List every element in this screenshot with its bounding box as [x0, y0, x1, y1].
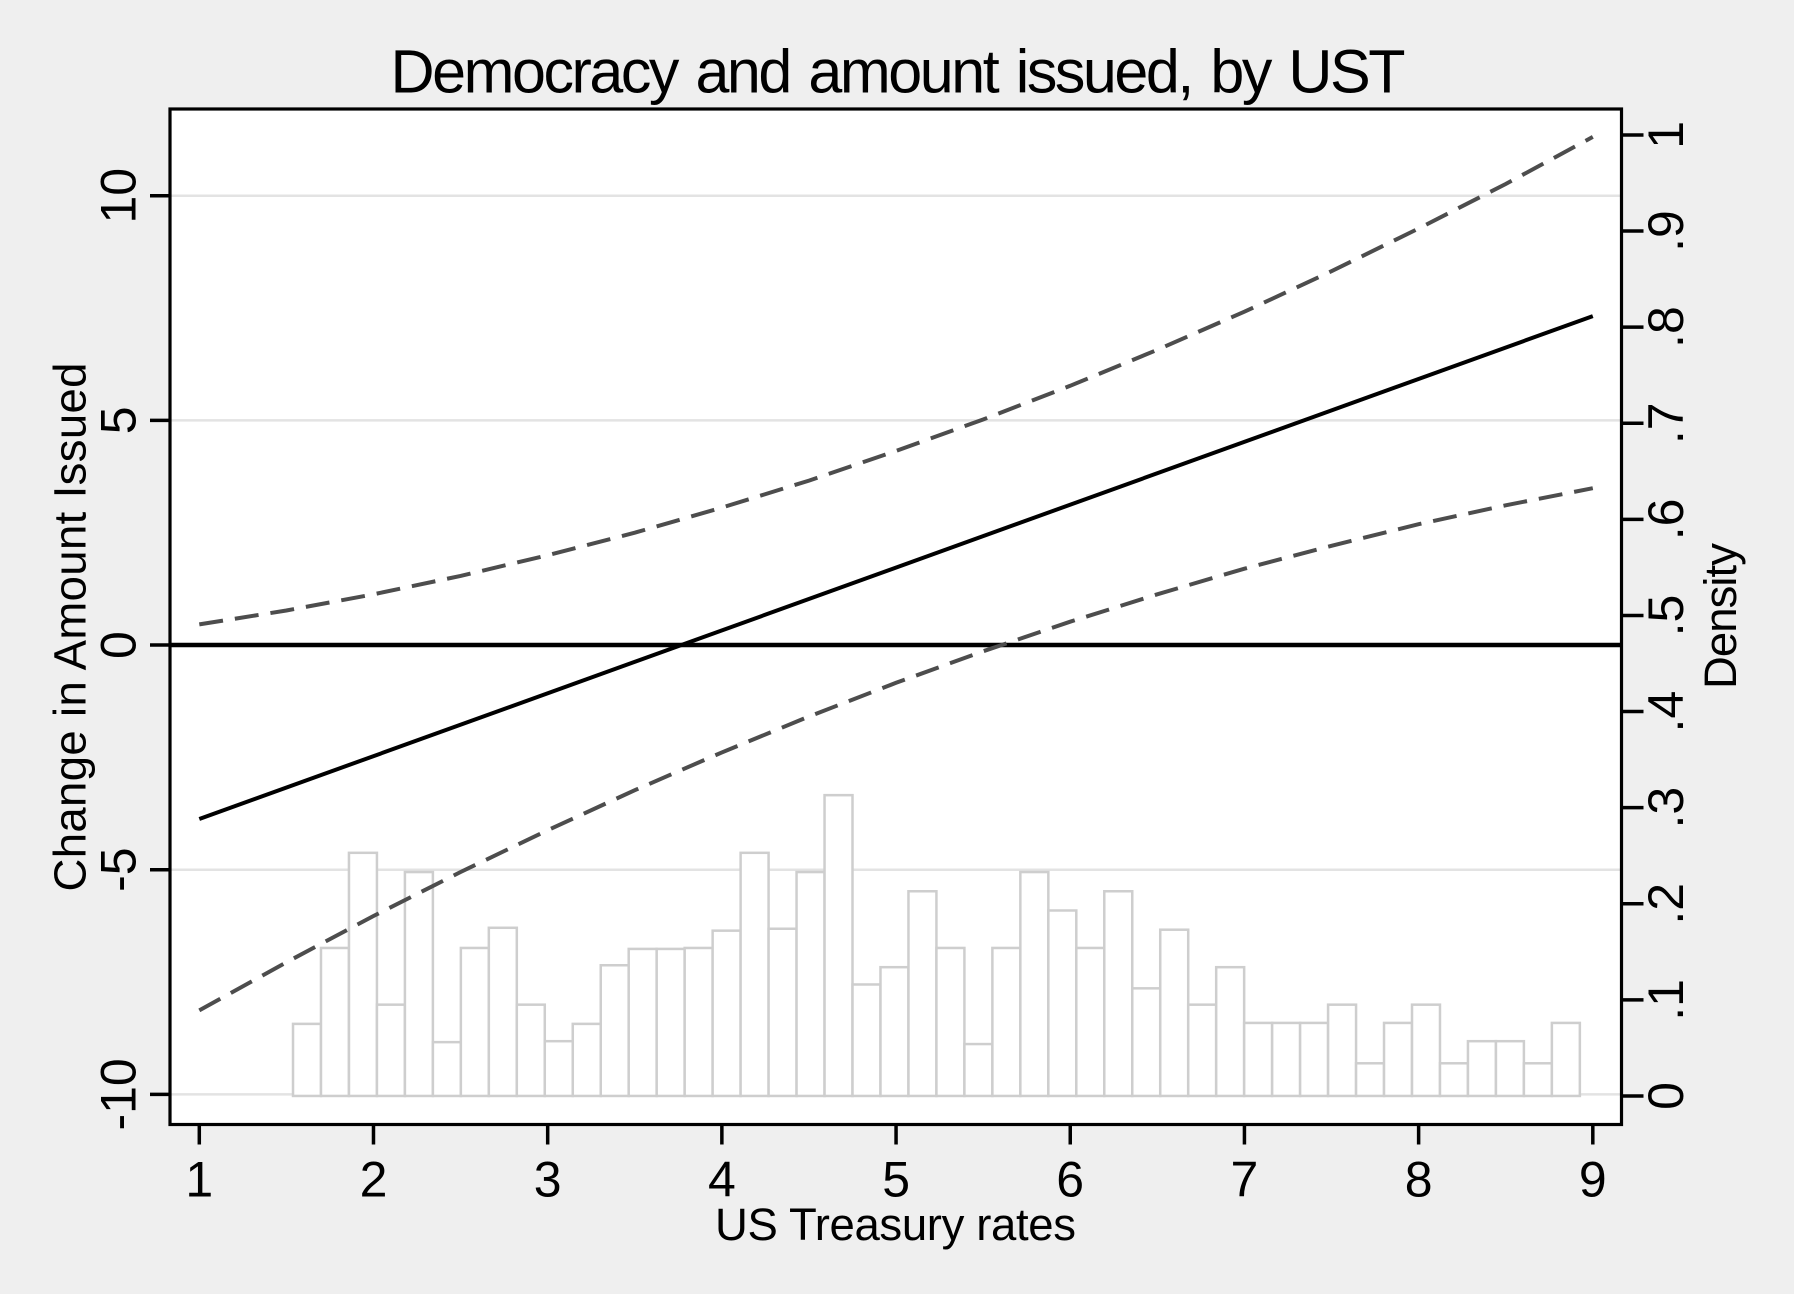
histogram-bar: [1298, 1021, 1330, 1098]
histogram-bar: [851, 983, 882, 1098]
histogram-bar: [599, 964, 630, 1098]
histogram-bar: [1354, 1062, 1386, 1098]
x-tick-label: 4: [708, 1152, 736, 1208]
marginal-effect-line: [198, 314, 1594, 821]
histogram-bar: [1186, 1003, 1218, 1098]
x-tick-label: 9: [1579, 1152, 1607, 1208]
histogram-bar: [1075, 946, 1106, 1098]
histogram-bar: [431, 1040, 463, 1098]
x-tick-label: 8: [1405, 1152, 1433, 1208]
histogram-bar: [1410, 1003, 1442, 1098]
y-right-tick-label: .7: [1638, 402, 1694, 444]
y-right-tick-label: 1: [1638, 121, 1694, 149]
tick-layer: [150, 133, 1644, 1145]
histogram-bar: [1047, 909, 1078, 1098]
histogram-bar: [375, 1003, 407, 1098]
y-right-tick-label: .2: [1638, 883, 1694, 925]
y-right-tick-label: .5: [1638, 595, 1694, 637]
histogram-bar: [347, 851, 379, 1098]
histogram-bar: [319, 946, 351, 1098]
y-right-axis-title: Density: [1695, 543, 1746, 689]
histogram-bar: [711, 929, 742, 1098]
histogram-bar: [907, 890, 938, 1098]
y-right-tick-label: .1: [1638, 979, 1694, 1021]
histogram-bar: [487, 926, 519, 1098]
histogram-bar: [627, 947, 658, 1098]
x-tick-label: 1: [185, 1152, 213, 1208]
histogram-bar: [823, 793, 854, 1098]
x-tick-label: 5: [882, 1152, 910, 1208]
y-right-tick-label: 0: [1638, 1082, 1694, 1110]
histogram-bar: [739, 851, 770, 1098]
y-right-tick-label: .6: [1638, 499, 1694, 541]
histogram-bar: [1131, 987, 1162, 1098]
histogram-bar: [403, 870, 435, 1098]
histogram-bar: [963, 1042, 994, 1098]
histogram-bar: [1382, 1021, 1414, 1098]
histogram-bar: [1214, 965, 1246, 1098]
tick-label-layer: -10 -5 0 5 10 0 .1 .2 .3 .4 .5 .6 .7 .8 .9 1 1 2 3 4 5 6 7 8 9: [91, 121, 1695, 1208]
histogram-bar: [515, 1003, 547, 1098]
histogram-bar: [543, 1039, 575, 1098]
ci-upper-line: [198, 135, 1594, 627]
series-layer: [170, 135, 1622, 1013]
histogram-bar: [291, 1022, 323, 1098]
y-left-tick-label: 5: [91, 406, 147, 434]
y-right-tick-label: .9: [1638, 210, 1694, 252]
y-left-axis-title: Change in Amount Issued: [45, 363, 96, 892]
histogram-bar: [991, 946, 1022, 1098]
y-right-tick-label: .4: [1638, 691, 1694, 733]
histogram-bar: [767, 927, 798, 1098]
histogram-bar: [879, 965, 910, 1098]
histogram-bar: [655, 947, 686, 1098]
histogram-bar: [1242, 1021, 1274, 1098]
y-right-tick-label: .3: [1638, 787, 1694, 829]
histogram-bar: [1494, 1039, 1526, 1098]
y-left-tick-label: 10: [91, 168, 147, 224]
histogram-bar: [459, 946, 491, 1098]
histogram-bar: [1019, 870, 1050, 1098]
histogram-bar: [1270, 1021, 1302, 1098]
histogram-bar: [1438, 1062, 1470, 1098]
y-left-tick-label: 0: [91, 631, 147, 659]
histogram-bar: [1326, 1003, 1358, 1098]
y-right-tick-label: .8: [1638, 306, 1694, 348]
x-tick-label: 2: [360, 1152, 388, 1208]
ci-lower-line: [198, 486, 1594, 1013]
histogram-bar: [1158, 928, 1190, 1098]
histogram-bar: [571, 1022, 602, 1098]
x-tick-label: 6: [1056, 1152, 1084, 1208]
chart-title: Democracy and amount issued, by UST: [391, 37, 1405, 105]
histogram-bar: [1550, 1021, 1582, 1098]
y-left-tick-label: -10: [91, 1058, 147, 1130]
histogram-bar: [1103, 890, 1134, 1098]
x-axis-title: US Treasury rates: [715, 1199, 1076, 1250]
histogram-bar: [795, 870, 826, 1098]
histogram-bar: [935, 946, 966, 1098]
histogram-bar: [683, 946, 714, 1098]
histogram-layer: [291, 793, 1582, 1098]
y-left-tick-label: -5: [91, 847, 147, 891]
x-tick-label: 3: [534, 1152, 562, 1208]
x-tick-label: 7: [1230, 1152, 1258, 1208]
histogram-bar: [1466, 1039, 1498, 1098]
histogram-bar: [1522, 1062, 1554, 1098]
